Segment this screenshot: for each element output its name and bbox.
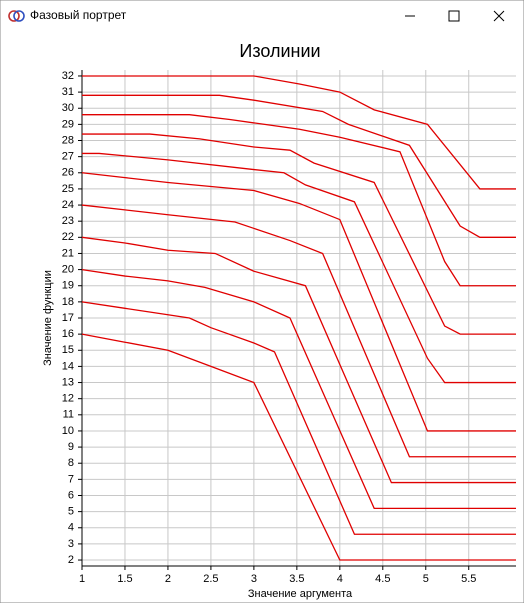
isoline: [82, 133, 516, 335]
x-tick-label: 1: [79, 573, 85, 585]
y-tick-label: 29: [62, 118, 74, 130]
maximize-button[interactable]: [448, 10, 460, 22]
chart-title: Изолинии: [239, 41, 320, 61]
y-tick-label: 7: [68, 473, 74, 485]
y-tick-label: 18: [62, 296, 74, 308]
y-tick-label: 17: [62, 312, 74, 324]
y-tick-label: 21: [62, 247, 74, 259]
isoline: [81, 204, 516, 458]
y-tick-label: 19: [62, 280, 74, 292]
y-tick-label: 9: [68, 441, 74, 453]
y-tick-label: 16: [62, 328, 74, 340]
x-tick-label: 4: [337, 573, 343, 585]
close-button[interactable]: [493, 10, 505, 22]
y-tick-label: 23: [62, 215, 74, 227]
y-tick-label: 32: [62, 70, 74, 82]
y-tick-label: 22: [62, 231, 74, 243]
isoline: [81, 301, 516, 535]
y-tick-label: 14: [62, 360, 74, 372]
x-tick-label: 2: [165, 573, 171, 585]
y-tick-label: 10: [62, 425, 74, 437]
isoline: [81, 333, 516, 561]
y-tick-label: 8: [68, 457, 74, 469]
y-tick-label: 24: [62, 199, 74, 211]
x-tick-label: 4.5: [375, 573, 390, 585]
y-tick-label: 26: [62, 167, 74, 179]
y-tick-label: 28: [62, 134, 74, 146]
y-tick-label: 3: [68, 538, 74, 550]
y-tick-label: 27: [62, 151, 74, 163]
window-title: Фазовый портрет: [30, 8, 127, 22]
y-tick-label: 12: [62, 393, 74, 405]
isoline: [81, 268, 516, 510]
y-tick-label: 4: [68, 522, 74, 534]
app-icon: [8, 10, 25, 22]
x-axis-label: Значение аргумента: [248, 588, 353, 600]
y-tick-label: 13: [62, 376, 74, 388]
y-tick-label: 6: [68, 489, 74, 501]
y-tick-label: 2: [68, 554, 74, 566]
x-tick-label: 5.5: [461, 573, 476, 585]
y-tick-label: 30: [62, 102, 74, 114]
y-tick-label: 31: [62, 86, 74, 98]
x-tick-label: 3.5: [289, 573, 304, 585]
y-tick-label: 20: [62, 264, 74, 276]
y-tick-label: 15: [62, 344, 74, 356]
y-tick-label: 25: [62, 183, 74, 195]
y-tick-label: 11: [63, 409, 74, 421]
isoline: [82, 94, 516, 238]
y-axis-label: Значение функции: [42, 270, 54, 366]
x-tick-label: 5: [423, 573, 429, 585]
isoline: [81, 172, 516, 432]
x-tick-label: 1.5: [117, 573, 132, 585]
y-tick-label: 5: [68, 506, 74, 518]
isoline: [82, 114, 516, 287]
isoline: [81, 236, 516, 484]
isoline: [82, 75, 516, 190]
x-tick-label: 2.5: [203, 573, 218, 585]
isoline: [82, 152, 516, 384]
x-tick-label: 3: [251, 573, 257, 585]
